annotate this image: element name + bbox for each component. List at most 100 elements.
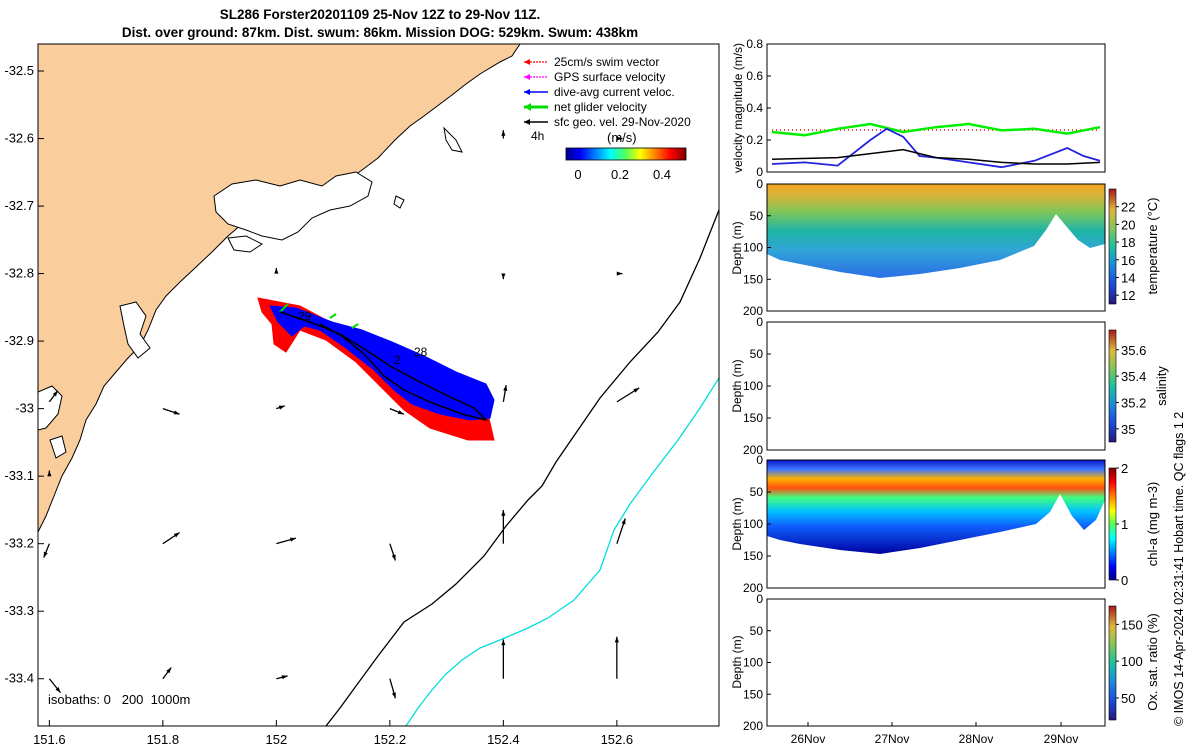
geostrophic-arrow (43, 543, 50, 558)
velocity-y-tick-label: 0.8 (746, 37, 763, 51)
isobath-1000m (405, 377, 719, 726)
geostrophic-arrow (389, 543, 397, 561)
svg-text:25cm/s swim vector: 25cm/s swim vector (554, 55, 659, 69)
oxygen-y-axis: 0 50 100 150 200 (743, 592, 771, 733)
colorbar-tick-label: 100 (1121, 654, 1143, 669)
depth-tick-label: 50 (750, 347, 764, 361)
geostrophic-arrow (389, 678, 397, 699)
geostrophic-arrow (162, 667, 172, 680)
isobaths-label: isobaths: 0 200 1000m (48, 692, 190, 707)
depth-tick-label: 50 (750, 624, 764, 638)
legend-entry-net-velocity: net glider velocity (524, 100, 647, 114)
depth-tick-label: 150 (743, 272, 763, 286)
geostrophic-arrow (47, 470, 52, 477)
map-y-tick-label: -32.7 (4, 198, 34, 213)
colorbar-tick-label: 35.2 (1121, 395, 1146, 410)
salinity-panel: 0 50 100 150 200 Depth (m) 35.6 35.4 35.2 35 sa… (730, 315, 1169, 457)
velocity-y-tick-label: 0.4 (746, 101, 763, 115)
geostrophic-arrow (162, 531, 181, 545)
estuary-lakes (38, 126, 463, 459)
geostrophic-arrow (614, 636, 619, 679)
geostrophic-arrow (48, 390, 59, 403)
geostrophic-arrow (501, 130, 506, 139)
velocity-panel: 0 0.2 0.4 0.6 0.8 velocity magnitude (m/s) (731, 37, 1106, 179)
geostrophic-arrow (389, 408, 405, 415)
geostrophic-vector-field (43, 130, 640, 699)
depth-tick-label: 0 (756, 177, 763, 191)
map-panel: 29 28 2 151.6 151.8 152 152.2 152.4 152.6 -32… (4, 43, 720, 747)
svg-text:net glider velocity: net glider velocity (554, 100, 647, 114)
geostrophic-arrow (276, 405, 285, 410)
map-x-tick-label: 152.4 (487, 732, 520, 747)
salinity-colorbar-label: salinity (1154, 366, 1169, 406)
geostrophic-arrow (274, 267, 279, 274)
geostrophic-arrow (48, 678, 62, 694)
map-x-axis: 151.6 151.8 152 152.2 152.4 152.6 (33, 720, 633, 747)
colorbar-tick-label: 35.4 (1121, 369, 1146, 384)
title-line-2: Dist. over ground: 87km. Dist. swum: 86k… (121, 25, 639, 40)
time-tick-label: 27Nov (875, 732, 910, 746)
velocity-frame (766, 43, 1106, 173)
velocity-y-axis: 0 0.2 0.4 0.6 0.8 (746, 37, 771, 179)
legend-entry-dive-avg: dive-avg current veloc. (524, 85, 675, 99)
time-x-axis: 26Nov 27Nov 28Nov 29Nov (791, 722, 1078, 746)
depth-tick-label: 100 (743, 379, 763, 393)
map-colorbar-label: (m/s) (607, 130, 637, 145)
chla-colorbar-label: chl-a (mg m-3) (1145, 482, 1160, 567)
credit-line: © IMOS 14-Apr-2024 02:31:41 Hobart time.… (1172, 411, 1186, 726)
geostrophic-arrow (501, 639, 506, 679)
map-y-tick-label: -32.5 (4, 63, 34, 78)
oxygen-frame (766, 598, 1106, 727)
map-colorbar-tick-1: 0.2 (611, 167, 629, 182)
map-y-tick-label: -33.4 (4, 671, 34, 686)
temperature-y-axis: 0 50 100 150 200 (743, 177, 771, 318)
time-interval-label: 4h (531, 129, 544, 143)
salinity-ylabel: Depth (m) (730, 359, 744, 412)
oxygen-ylabel: Depth (m) (730, 635, 744, 688)
depth-tick-label: 200 (743, 304, 763, 318)
velocity-y-tick-label: 0 (756, 165, 763, 179)
temperature-colorbar-label: temperature (°C) (1145, 198, 1160, 295)
oxygen-panel: 0 50 100 150 200 Depth (m) 150 100 50 Ox. sat.… (730, 592, 1160, 746)
depth-tick-label: 150 (743, 411, 763, 425)
map-y-tick-label: -33.3 (4, 603, 34, 618)
geostrophic-arrow (616, 518, 626, 544)
net-glider-velocity (279, 303, 359, 329)
geostrophic-arrow (276, 537, 297, 545)
map-y-tick-label: -33.2 (4, 536, 34, 551)
depth-tick-label: 0 (756, 315, 763, 329)
chla-panel: 0 50 100 150 200 Depth (m) 2 1 0 chl-a (mg m-3… (730, 453, 1160, 595)
svg-text:GPS surface velocity: GPS surface velocity (554, 70, 665, 84)
legend-entry-gps-velocity: GPS surface velocity (524, 70, 665, 84)
glider-track (279, 311, 489, 422)
chla-colorbar (1108, 467, 1117, 581)
temperature-panel: 0 50 100 150 200 Depth (m) 22 20 18 16 14 12 temp… (730, 177, 1160, 318)
depth-tick-label: 0 (756, 453, 763, 467)
isobath-200m (325, 209, 719, 726)
day-label-29: 29 (298, 309, 312, 323)
day-label-28: 28 (414, 345, 428, 359)
map-y-tick-label: -32.8 (4, 266, 34, 281)
colorbar-tick-label: 16 (1121, 253, 1135, 268)
geostrophic-arrow (162, 408, 180, 415)
colorbar-tick-label: 35 (1121, 422, 1135, 437)
depth-tick-label: 100 (743, 656, 763, 670)
map-x-tick-label: 152.6 (601, 732, 634, 747)
map-y-axis: -32.5 -32.6 -32.7 -32.8 -32.9 -33 -33.1 -33.2 -3… (4, 63, 44, 686)
velocity-ylabel: velocity magnitude (m/s) (731, 43, 745, 173)
depth-tick-label: 150 (743, 687, 763, 701)
geostrophic-speed-line (771, 148, 1101, 165)
colorbar-tick-label: 12 (1121, 288, 1135, 303)
depth-tick-label: 100 (743, 241, 763, 255)
oxygen-colorbar-label: Ox. sat. ratio (%) (1145, 613, 1160, 711)
map-colorbar-tick-2: 0.4 (653, 167, 671, 182)
oxygen-colorbar-ticks: 150 100 50 (1116, 617, 1143, 706)
dive-avg-speed-line (771, 127, 1101, 169)
legend-entry-swim-vector: 25cm/s swim vector (524, 55, 659, 69)
chla-y-axis: 0 50 100 150 200 (743, 453, 771, 595)
geostrophic-arrow (502, 384, 508, 402)
temperature-colorbar (1108, 188, 1117, 305)
depth-tick-label: 100 (743, 517, 763, 531)
geostrophic-arrow (616, 271, 623, 276)
